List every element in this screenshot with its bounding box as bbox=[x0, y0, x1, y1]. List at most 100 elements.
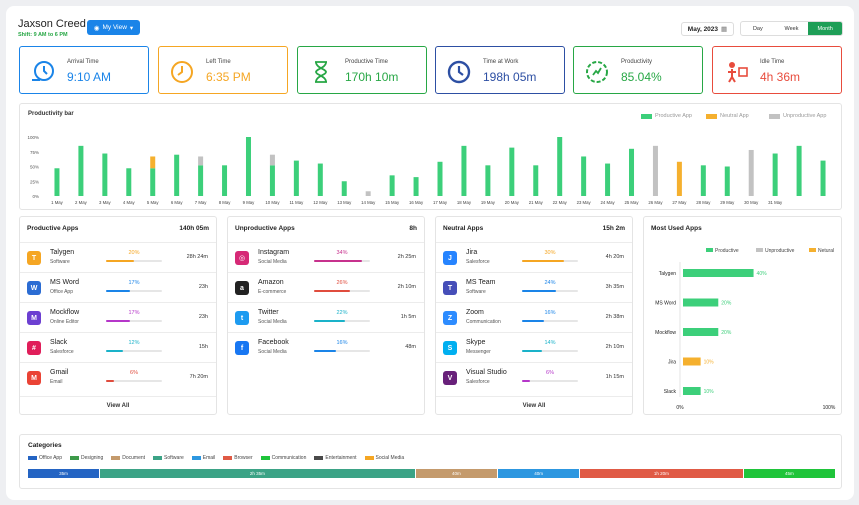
view-all-button[interactable]: View All bbox=[20, 396, 216, 414]
period-month-button[interactable]: Month bbox=[808, 22, 842, 35]
category-segment[interactable]: 45m bbox=[743, 469, 835, 478]
bar-productive-app[interactable] bbox=[629, 148, 635, 196]
app-row[interactable]: T MS Team Software 24% 3h 35m bbox=[436, 272, 632, 302]
category-segment[interactable]: 2h 35m bbox=[100, 469, 415, 478]
bar-productive-app[interactable] bbox=[557, 137, 563, 196]
view-all-button[interactable]: View All bbox=[436, 396, 632, 414]
legend-label: Unproductive App bbox=[783, 113, 827, 119]
app-row[interactable]: f Facebook Social Media 16% 48m bbox=[228, 332, 424, 362]
bar-productive-app[interactable] bbox=[772, 153, 778, 196]
app-category: Software bbox=[466, 289, 486, 295]
app-name: Talygen bbox=[50, 249, 75, 256]
most-used-bar[interactable] bbox=[683, 387, 701, 395]
app-row[interactable]: a Amazon E-commerce 26% 2h 10m bbox=[228, 272, 424, 302]
bar-productive-app[interactable] bbox=[413, 177, 419, 196]
category-segment[interactable]: 40m bbox=[415, 469, 497, 478]
app-time: 28h 24m bbox=[186, 254, 208, 260]
stat-card-idle-time: Idle Time 4h 36m bbox=[712, 46, 842, 94]
bar-productive-app[interactable] bbox=[222, 165, 228, 196]
x-tick-label: 20 May bbox=[505, 200, 520, 205]
bar-unproductive-app[interactable] bbox=[748, 149, 754, 196]
bar-unproductive-app[interactable] bbox=[365, 191, 371, 196]
app-row[interactable]: V Visual Studio Salesforce 6% 1h 15m bbox=[436, 362, 632, 392]
app-row[interactable]: J Jira Salesforce 30% 4h 20m bbox=[436, 242, 632, 272]
bar-productive-app[interactable] bbox=[437, 161, 443, 196]
y-tick-label: 75% bbox=[30, 150, 39, 155]
app-row[interactable]: t Twitter Social Media 22% 1h 5m bbox=[228, 302, 424, 332]
app-row[interactable]: W MS Word Office App 17% 23h bbox=[20, 272, 216, 302]
bar-value-label: 10% bbox=[704, 360, 715, 366]
most-used-bar[interactable] bbox=[683, 269, 754, 277]
app-name: MS Word bbox=[50, 279, 80, 286]
app-row[interactable]: # Slack Salesforce 12% 15h bbox=[20, 332, 216, 362]
bar-productive-app[interactable] bbox=[102, 153, 108, 196]
bar-productive-app[interactable] bbox=[269, 165, 275, 196]
bar-unproductive-app[interactable] bbox=[269, 154, 275, 166]
bar-productive-app[interactable] bbox=[533, 165, 539, 196]
app-progress-track bbox=[314, 320, 370, 322]
neutral-apps-panel: Neutral Apps 15h 2m J Jira Salesforce 30% 4h 2… bbox=[435, 216, 633, 415]
bar-productive-app[interactable] bbox=[581, 156, 587, 196]
date-picker[interactable]: May, 2023 ▦ bbox=[681, 22, 734, 36]
bar-productive-app[interactable] bbox=[341, 181, 347, 196]
bar-productive-app[interactable] bbox=[174, 154, 180, 196]
bar-productive-app[interactable] bbox=[605, 163, 611, 196]
app-name: Instagram bbox=[258, 249, 290, 256]
category-segment[interactable]: 40m bbox=[497, 469, 580, 478]
bar-productive-app[interactable] bbox=[700, 165, 706, 196]
my-view-button[interactable]: ◉ My View ▾ bbox=[87, 20, 140, 35]
stat-value: 9:10 AM bbox=[67, 70, 112, 84]
app-row[interactable]: T Talygen Software 20% 28h 24m bbox=[20, 242, 216, 272]
most-used-bar[interactable] bbox=[683, 328, 719, 336]
bar-productive-app[interactable] bbox=[509, 147, 515, 196]
bar-productive-app[interactable] bbox=[293, 160, 299, 196]
bar-productive-app[interactable] bbox=[485, 165, 491, 196]
stat-value: 198h 05m bbox=[483, 70, 537, 84]
app-row[interactable]: ◎ Instagram Social Media 34% 2h 25m bbox=[228, 242, 424, 272]
period-week-button[interactable]: Week bbox=[784, 25, 799, 32]
bar-productive-app[interactable] bbox=[820, 160, 826, 196]
panel-total: 8h bbox=[409, 225, 417, 232]
bar-productive-app[interactable] bbox=[461, 145, 467, 196]
bar-neutral-app[interactable] bbox=[150, 156, 156, 169]
bar-productive-app[interactable] bbox=[317, 163, 323, 196]
instagram-icon: ◎ bbox=[235, 251, 249, 265]
bar-unproductive-app[interactable] bbox=[652, 145, 658, 196]
bar-productive-app[interactable] bbox=[78, 145, 84, 196]
stat-label: Left Time bbox=[206, 59, 231, 65]
bar-productive-app[interactable] bbox=[54, 168, 60, 196]
bar-productive-app[interactable] bbox=[126, 168, 132, 196]
categories-bar: 35m 2h 35m 40m 40m 1h 20m 45m bbox=[28, 469, 835, 478]
app-row[interactable]: Z Zoom Communication 16% 2h 38m bbox=[436, 302, 632, 332]
productivity-bar-panel: Productivity bar Productive App Neutral A… bbox=[19, 103, 842, 210]
stat-label: Arrival Time bbox=[67, 59, 99, 65]
category-legend-label: Office App bbox=[39, 455, 62, 461]
legend-swatch bbox=[706, 113, 717, 119]
app-progress-fill bbox=[522, 260, 564, 262]
most-used-bar[interactable] bbox=[683, 298, 719, 307]
y-tick-label: 0% bbox=[32, 194, 39, 199]
period-day-button[interactable]: Day bbox=[752, 25, 763, 32]
most-used-bar[interactable] bbox=[683, 357, 701, 366]
app-name: Mockflow bbox=[50, 309, 80, 316]
panel-title: Most Used Apps bbox=[651, 225, 702, 232]
bar-productive-app[interactable] bbox=[245, 137, 251, 196]
category-legend-item: Entertainment bbox=[314, 455, 357, 461]
panel-title: Unproductive Apps bbox=[235, 225, 295, 232]
bar-productive-app[interactable] bbox=[724, 166, 730, 197]
category-segment[interactable]: 35m bbox=[28, 469, 100, 478]
app-row[interactable]: M Gmail Email 6% 7h 20m bbox=[20, 362, 216, 392]
bar-unproductive-app[interactable] bbox=[198, 156, 204, 166]
app-row[interactable]: M Mockflow Online Editor 17% 23h bbox=[20, 302, 216, 332]
bar-productive-app[interactable] bbox=[796, 145, 802, 196]
app-row[interactable]: S Skype Messenger 14% 2h 10m bbox=[436, 332, 632, 362]
word-icon: W bbox=[27, 281, 41, 295]
bar-productive-app[interactable] bbox=[389, 175, 395, 196]
legend-label: Productive App bbox=[655, 113, 692, 119]
bar-neutral-app[interactable] bbox=[676, 161, 682, 196]
bar-productive-app[interactable] bbox=[198, 165, 204, 196]
app-category: Salesforce bbox=[50, 349, 74, 355]
bar-productive-app[interactable] bbox=[150, 168, 156, 196]
app-time: 23h bbox=[198, 284, 208, 290]
category-segment[interactable]: 1h 20m bbox=[580, 469, 743, 478]
